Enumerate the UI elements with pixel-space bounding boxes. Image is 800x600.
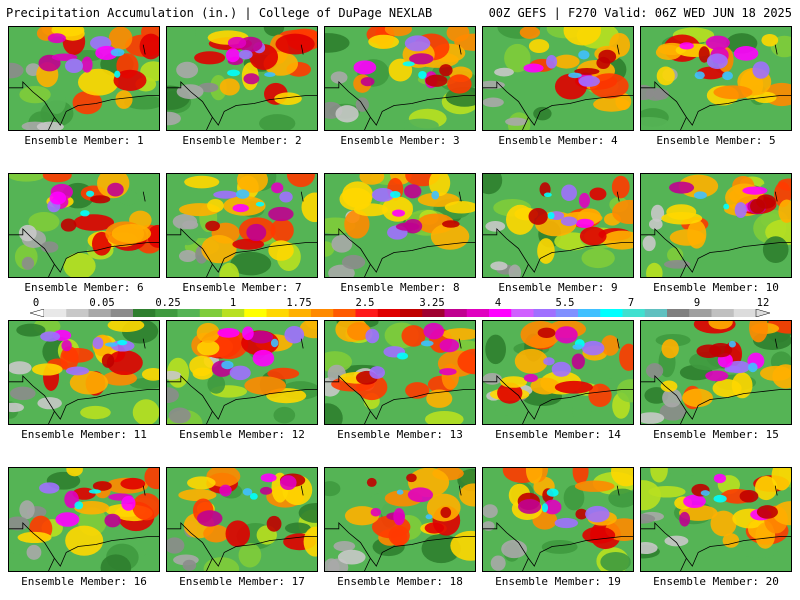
colorbar-swatch	[422, 309, 445, 317]
ensemble-member-label: Ensemble Member: 8	[340, 281, 460, 294]
ensemble-member-label: Ensemble Member: 6	[24, 281, 144, 294]
ensemble-member-map	[324, 320, 476, 425]
colorbar-swatch	[466, 309, 490, 317]
colorbar-swatch	[644, 309, 668, 317]
ensemble-member-label: Ensemble Member: 16	[21, 575, 147, 588]
ensemble-member-label: Ensemble Member: 10	[653, 281, 779, 294]
colorbar-swatch	[667, 309, 690, 317]
ensemble-member-map	[640, 26, 792, 131]
colorbar-tick-label: 5.5	[555, 297, 575, 309]
colorbar-swatch	[444, 309, 468, 317]
ensemble-member-map	[324, 26, 476, 131]
colorbar-swatch	[266, 309, 290, 317]
colorbar-swatch	[489, 309, 512, 317]
colorbar-swatch	[155, 309, 178, 317]
ensemble-member-map	[166, 467, 318, 572]
colorbar-swatch	[533, 309, 557, 317]
colorbar-swatch	[88, 309, 112, 317]
colorbar-swatch	[377, 309, 401, 317]
ensemble-member-map	[8, 26, 160, 131]
colorbar-tick-label: 0.05	[89, 297, 115, 309]
colorbar-swatch	[555, 309, 579, 317]
colorbar-tick-label: 1	[229, 297, 237, 309]
colorbar	[30, 309, 770, 317]
colorbar-swatch	[355, 309, 379, 317]
colorbar-swatch	[400, 309, 423, 317]
ensemble-member-map	[640, 320, 792, 425]
ensemble-member-label: Ensemble Member: 15	[653, 428, 779, 441]
ensemble-member-map	[324, 467, 476, 572]
colorbar-tick-label: 0.25	[155, 297, 181, 309]
colorbar-swatch	[177, 309, 201, 317]
colorbar-swatch	[311, 309, 334, 317]
colorbar-tick-label: 1.75	[286, 297, 312, 309]
colorbar-max-arrow	[755, 309, 770, 317]
ensemble-member-label: Ensemble Member: 18	[337, 575, 463, 588]
ensemble-member-label: Ensemble Member: 11	[21, 428, 147, 441]
ensemble-member-map	[166, 173, 318, 278]
ensemble-member-label: Ensemble Member: 1	[24, 134, 144, 147]
ensemble-member-map	[482, 467, 634, 572]
colorbar-tick-label: 7	[627, 297, 635, 309]
ensemble-member-label: Ensemble Member: 5	[656, 134, 776, 147]
ensemble-member-label: Ensemble Member: 12	[179, 428, 305, 441]
colorbar-tick-label: 0	[32, 297, 40, 309]
ensemble-member-map	[166, 26, 318, 131]
ensemble-member-label: Ensemble Member: 2	[182, 134, 302, 147]
colorbar-swatch	[133, 309, 156, 317]
colorbar-swatch	[222, 309, 245, 317]
ensemble-member-map	[640, 173, 792, 278]
ensemble-member-map	[8, 320, 160, 425]
ensemble-member-label: Ensemble Member: 19	[495, 575, 621, 588]
colorbar-swatch	[622, 309, 646, 317]
colorbar-swatch	[44, 309, 67, 317]
colorbar-swatch	[110, 309, 134, 317]
ensemble-member-label: Ensemble Member: 13	[337, 428, 463, 441]
run-valid-time: 00Z GEFS | F270 Valid: 06Z WED JUN 18 20…	[488, 6, 792, 20]
ensemble-member-map	[8, 467, 160, 572]
ensemble-member-map	[482, 320, 634, 425]
map-title: Precipitation Accumulation (in.) | Colle…	[6, 6, 433, 20]
colorbar-swatch	[733, 309, 757, 317]
colorbar-tick-label: 12	[756, 297, 770, 309]
ensemble-member-map	[482, 26, 634, 131]
colorbar-tick-label: 3.25	[419, 297, 445, 309]
ensemble-member-label: Ensemble Member: 3	[340, 134, 460, 147]
colorbar-tick-label: 9	[693, 297, 701, 309]
colorbar-swatch	[511, 309, 534, 317]
ensemble-member-map	[166, 320, 318, 425]
colorbar-swatch	[578, 309, 601, 317]
colorbar-swatch	[244, 309, 267, 317]
colorbar-swatch	[711, 309, 735, 317]
ensemble-member-label: Ensemble Member: 4	[498, 134, 618, 147]
ensemble-member-label: Ensemble Member: 17	[179, 575, 305, 588]
ensemble-member-map	[8, 173, 160, 278]
colorbar-swatch	[199, 309, 223, 317]
ensemble-member-map	[640, 467, 792, 572]
ensemble-member-map	[324, 173, 476, 278]
colorbar-swatch	[333, 309, 356, 317]
colorbar-swatch	[689, 309, 712, 317]
ensemble-member-label: Ensemble Member: 7	[182, 281, 302, 294]
colorbar-min-arrow	[30, 309, 45, 317]
colorbar-tick-label: 2.5	[355, 297, 375, 309]
colorbar-tick-label: 4	[494, 297, 502, 309]
colorbar-swatch	[288, 309, 312, 317]
ensemble-member-label: Ensemble Member: 9	[498, 281, 618, 294]
ensemble-member-map	[482, 173, 634, 278]
ensemble-member-label: Ensemble Member: 14	[495, 428, 621, 441]
colorbar-swatch	[600, 309, 623, 317]
colorbar-labels: 0 0.05 0.25 1 1.75 2.5 3.25 4 5.5 7 9 12	[0, 297, 800, 310]
colorbar-swatch	[66, 309, 89, 317]
ensemble-member-label: Ensemble Member: 20	[653, 575, 779, 588]
